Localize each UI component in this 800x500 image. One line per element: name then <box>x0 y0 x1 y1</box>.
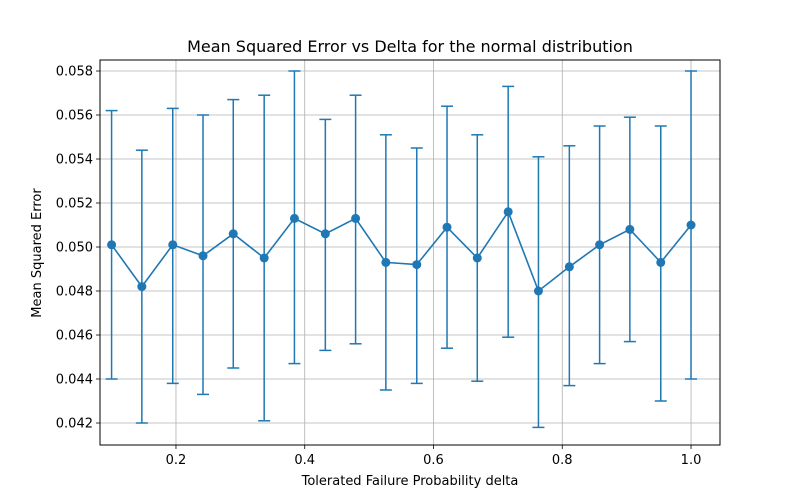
data-point <box>625 224 635 234</box>
data-series <box>105 70 698 429</box>
data-point <box>442 222 452 232</box>
data-point <box>137 282 147 292</box>
series-line <box>110 210 692 293</box>
data-point <box>686 220 696 230</box>
data-point <box>533 286 543 296</box>
chart-title: Mean Squared Error vs Delta for the norm… <box>187 37 633 56</box>
plot-area-frame <box>99 59 721 446</box>
data-point <box>595 240 605 250</box>
data-point <box>412 260 422 270</box>
y-tick-label: 0.056 <box>56 109 93 124</box>
y-axis: 0.042 0.044 0.046 0.048 0.050 0.052 0.054 0.056… <box>56 65 100 432</box>
x-tick-label: 1.0 <box>681 453 702 468</box>
y-axis-title: Mean Squared Error <box>30 188 45 318</box>
data-point <box>351 213 361 223</box>
data-point <box>228 229 238 239</box>
y-tick-label: 0.046 <box>56 329 93 344</box>
x-tick-label: 0.8 <box>552 453 573 468</box>
data-point <box>198 251 208 261</box>
x-axis: 0.2 0.4 0.6 0.8 1.0 <box>166 445 702 468</box>
data-point <box>656 257 666 267</box>
data-point <box>289 213 299 223</box>
x-tick-label: 0.4 <box>294 453 315 468</box>
y-tick-label: 0.042 <box>56 417 93 432</box>
y-tick-label: 0.058 <box>56 65 93 80</box>
x-tick-label: 0.6 <box>423 453 444 468</box>
y-tick-label: 0.044 <box>56 373 93 388</box>
y-tick-label: 0.048 <box>56 285 93 300</box>
data-point <box>107 240 117 250</box>
data-point <box>564 262 574 272</box>
x-tick-label: 0.2 <box>166 453 187 468</box>
data-point <box>259 253 269 263</box>
data-point <box>168 240 178 250</box>
data-point <box>381 257 391 267</box>
data-point <box>472 253 482 263</box>
y-tick-label: 0.052 <box>56 197 93 212</box>
y-tick-label: 0.050 <box>56 241 93 256</box>
y-tick-label: 0.054 <box>56 153 93 168</box>
data-point <box>503 207 513 217</box>
data-point <box>320 229 330 239</box>
x-axis-title: Tolerated Failure Probability delta <box>301 474 519 489</box>
